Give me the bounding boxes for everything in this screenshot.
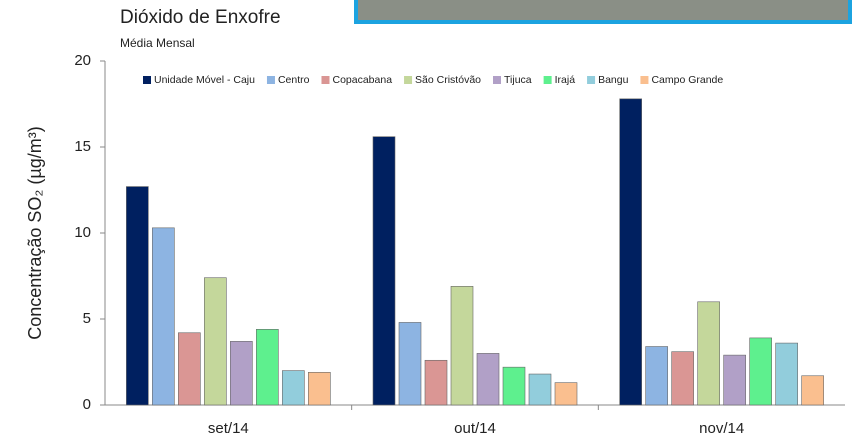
bar	[802, 376, 824, 405]
x-tick-label: nov/14	[699, 420, 744, 437]
bar	[477, 353, 499, 405]
bar	[776, 343, 798, 405]
y-tick-label: 20	[74, 52, 91, 69]
bar	[724, 355, 746, 405]
legend-label: Tijuca	[504, 74, 532, 86]
legend-swatch	[493, 76, 501, 84]
bar	[373, 137, 395, 405]
legend-label: Campo Grande	[651, 74, 723, 86]
bar	[646, 347, 668, 405]
y-tick-label: 15	[74, 138, 91, 155]
legend-swatch	[143, 76, 151, 84]
bar	[620, 99, 642, 405]
bar	[178, 333, 200, 405]
y-tick-label: 5	[83, 310, 91, 327]
chart-title: Dióxido de Enxofre	[120, 7, 281, 28]
legend-swatch	[267, 76, 275, 84]
bar	[126, 187, 148, 405]
bar	[672, 352, 694, 405]
bar	[425, 360, 447, 405]
bar	[503, 367, 525, 405]
legend-swatch	[404, 76, 412, 84]
y-tick-label: 10	[74, 224, 91, 241]
bar	[308, 372, 330, 405]
bar	[230, 341, 252, 405]
legend-swatch	[587, 76, 595, 84]
legend-swatch	[640, 76, 648, 84]
chart: Dióxido de Enxofre Média Mensal Concentr…	[0, 0, 854, 446]
bar	[282, 371, 304, 405]
y-tick-label: 0	[83, 396, 91, 413]
legend-swatch	[321, 76, 329, 84]
chart-subtitle: Média Mensal	[120, 36, 195, 50]
legend-label: Bangu	[598, 74, 629, 86]
bar	[529, 374, 551, 405]
legend-label: Irajá	[555, 74, 576, 86]
legend-label: Copacabana	[332, 74, 392, 86]
y-axis-label: Concentração SO₂ (µg/m³)	[25, 126, 45, 339]
bar	[451, 286, 473, 405]
header-photo	[356, 0, 850, 22]
bar	[399, 322, 421, 405]
legend-label: Unidade Móvel - Caju	[154, 74, 255, 86]
bar	[204, 278, 226, 405]
bar	[152, 228, 174, 405]
legend-label: São Cristóvão	[415, 74, 481, 86]
x-tick-label: out/14	[454, 420, 496, 437]
legend-swatch	[544, 76, 552, 84]
bar	[555, 383, 577, 405]
x-tick-label: set/14	[208, 420, 249, 437]
bar	[698, 302, 720, 405]
bar	[256, 329, 278, 405]
bar	[750, 338, 772, 405]
legend-label: Centro	[278, 74, 310, 86]
